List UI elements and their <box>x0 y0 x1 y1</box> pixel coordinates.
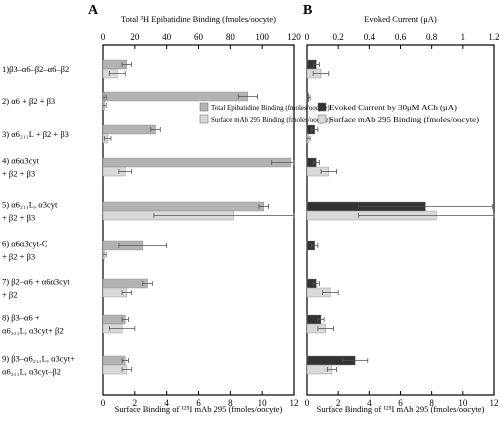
row-label: α6₂₁₁L, α3cyt+ β2 <box>2 326 64 336</box>
top-tick-label: 0 <box>305 32 310 42</box>
top-tick-label: 120 <box>287 32 301 42</box>
legend-swatch <box>199 102 209 112</box>
bottom-tick-label: 8 <box>429 398 434 408</box>
bottom-tick-label: 12 <box>290 398 299 408</box>
top-tick-label: 80 <box>226 32 236 42</box>
top-tick-label: 100 <box>255 32 269 42</box>
legend-label: Evoked Current by 30μM ACh (μA) <box>329 104 458 112</box>
row-label: α6₂₁₁L, α3cyt–β2 <box>2 367 61 377</box>
row-label: 9) β3–α6₂₁₁L, α3cyt+ <box>2 354 75 364</box>
bottom-tick-label: 0 <box>101 398 106 408</box>
bottom-tick-label: 0 <box>305 398 310 408</box>
bottom-tick-label: 2 <box>336 398 341 408</box>
top-tick-label: 1.2 <box>488 32 499 42</box>
row-label: 5) α6₂₁₁L, α3cyt <box>2 200 58 210</box>
legend-label: Total Epibatidine Binding (fmoles/oocyte… <box>211 104 330 112</box>
bottom-tick-label: 12 <box>490 398 499 408</box>
row-label: 4) α6α3cyt <box>2 156 40 166</box>
top-axis-title: Evoked Current (μA) <box>364 14 437 24</box>
bottom-axis-title: Surface Binding of ¹²⁵I mAb 295 (fmoles/… <box>115 404 283 414</box>
row-label: 8) β3–α6 + <box>2 313 40 323</box>
bottom-tick-label: 10 <box>458 398 468 408</box>
bottom-axis-title: Surface Binding of ¹²⁵I mAb 295 (fmoles/… <box>317 404 485 414</box>
bottom-tick-label: 2 <box>133 398 138 408</box>
row-label: + β2 + β3 <box>2 252 35 262</box>
row-label: 7) β2–α6 + α6α3cyt <box>2 277 70 287</box>
legend-label: Surface mAb 295 Binding (fmoles/oocyte) <box>329 116 480 124</box>
top-axis-title: Total ³H Epibatidine Binding (fmoles/ooc… <box>121 14 276 24</box>
legend-swatch <box>199 114 209 124</box>
top-tick-label: 0 <box>101 32 106 42</box>
bottom-tick-label: 4 <box>367 398 372 408</box>
epibatidine-bar <box>102 201 264 212</box>
row-label: 1)β3–α6–β2–α6–β2 <box>2 64 69 74</box>
legend-swatch <box>317 102 327 112</box>
top-tick-label: 1 <box>461 32 466 42</box>
bottom-tick-label: 8 <box>228 398 233 408</box>
epibatidine-bar <box>102 91 249 102</box>
legend-label: Surface mAb 295 Binding (fmoles/oocyte) <box>211 116 331 124</box>
row-label: + β2 + β3 <box>2 169 35 179</box>
top-tick-label: 0.6 <box>395 32 407 42</box>
panel-letter: B <box>303 3 312 18</box>
top-tick-label: 40 <box>162 32 172 42</box>
bottom-tick-label: 10 <box>258 398 268 408</box>
top-tick-label: 0.4 <box>364 32 376 42</box>
row-label: + β2 + β3 <box>2 213 35 223</box>
row-label: + β2 <box>2 290 18 300</box>
panel-letter: A <box>88 3 99 18</box>
top-tick-label: 0.2 <box>333 32 344 42</box>
row-label: 6) α6α3cyt-C <box>2 239 48 249</box>
epibatidine-bar <box>102 278 148 289</box>
bottom-tick-label: 6 <box>196 398 201 408</box>
bottom-tick-label: 4 <box>164 398 169 408</box>
epibatidine-bar <box>102 157 292 168</box>
top-tick-label: 60 <box>194 32 204 42</box>
row-label: 3) α6₂₁₁L + β2 + β3 <box>2 129 69 139</box>
row-label: 2) α6 + β2 + β3 <box>2 96 55 106</box>
top-tick-label: 20 <box>130 32 140 42</box>
epibatidine-bar <box>102 124 156 135</box>
top-tick-label: 0.8 <box>426 32 438 42</box>
bottom-tick-label: 6 <box>398 398 403 408</box>
legend-swatch <box>317 114 327 124</box>
